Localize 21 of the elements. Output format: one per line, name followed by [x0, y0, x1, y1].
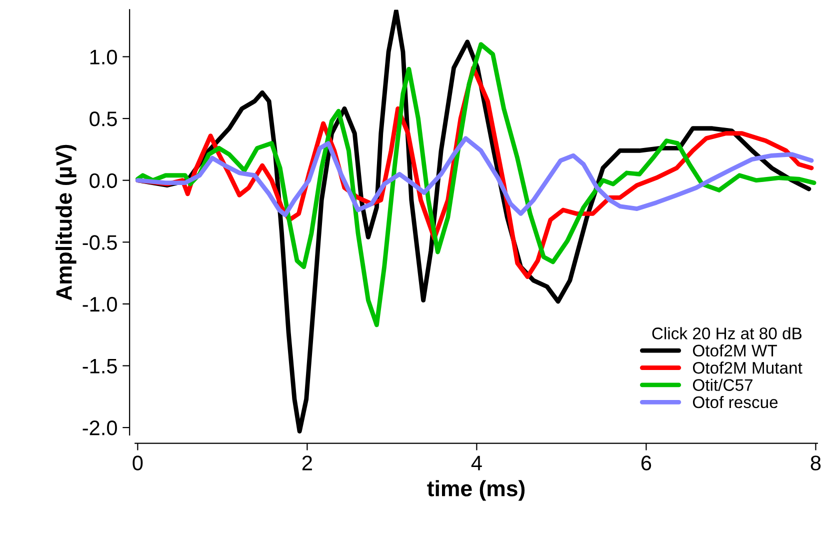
y-tick-label: -0.5 — [82, 235, 117, 250]
legend-label: Otof2M Mutant — [692, 362, 802, 374]
x-axis-title: time (ms) — [427, 480, 525, 501]
y-tick-label: -1.0 — [82, 296, 117, 312]
x-tick-label: 4 — [471, 456, 482, 470]
y-tick-label: 0.0 — [90, 173, 117, 188]
x-tick-label: 8 — [810, 456, 821, 470]
legend-label: Otit/C57 — [692, 378, 752, 391]
x-tick-label: 6 — [641, 456, 652, 470]
x-tick-label: 2 — [302, 456, 312, 470]
y-tick-label: 1.0 — [90, 50, 117, 64]
y-tick-label: -2.0 — [82, 420, 117, 436]
x-tick-label: 0 — [132, 456, 143, 470]
legend-title: Click 20 Hz at 80 dB — [652, 327, 802, 340]
line-series — [135, 42, 816, 328]
legend-label: Otof rescue — [692, 396, 778, 408]
line-series — [135, 136, 814, 218]
legend-label: Otof2M WT — [692, 344, 777, 357]
y-tick-label: -1.5 — [82, 358, 117, 374]
y-tick-label: 0.5 — [90, 112, 117, 126]
y-axis-title: Amplitude (µV) — [56, 144, 76, 300]
